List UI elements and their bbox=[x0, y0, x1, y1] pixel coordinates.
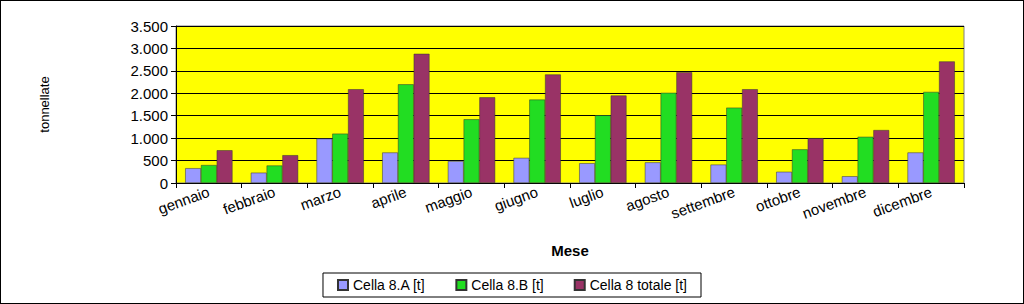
svg-text:gennaio: gennaio bbox=[156, 183, 212, 217]
svg-text:2.000: 2.000 bbox=[130, 85, 168, 102]
svg-text:marzo: marzo bbox=[298, 183, 343, 213]
svg-text:3.500: 3.500 bbox=[130, 18, 168, 35]
svg-text:giugno: giugno bbox=[492, 183, 540, 214]
svg-text:novembre: novembre bbox=[800, 183, 868, 222]
svg-text:Cella 8 totale [t]: Cella 8 totale [t] bbox=[590, 277, 687, 293]
svg-text:luglio: luglio bbox=[567, 183, 606, 211]
svg-text:3.000: 3.000 bbox=[130, 40, 168, 57]
svg-text:ottobre: ottobre bbox=[753, 183, 803, 215]
svg-text:dicembre: dicembre bbox=[870, 183, 934, 220]
svg-text:agosto: agosto bbox=[623, 183, 671, 214]
svg-text:tonnellate: tonnellate bbox=[37, 76, 52, 132]
svg-text:2.500: 2.500 bbox=[130, 62, 168, 79]
svg-text:1.500: 1.500 bbox=[130, 107, 168, 124]
svg-text:maggio: maggio bbox=[422, 183, 474, 216]
svg-text:Cella 8.A [t]: Cella 8.A [t] bbox=[353, 277, 425, 293]
svg-text:0: 0 bbox=[160, 175, 168, 192]
svg-text:settembre: settembre bbox=[669, 183, 737, 222]
svg-text:aprile: aprile bbox=[368, 183, 408, 212]
svg-text:Mese: Mese bbox=[551, 242, 589, 259]
svg-text:Cella 8.B [t]: Cella 8.B [t] bbox=[471, 277, 543, 293]
svg-text:1.000: 1.000 bbox=[130, 130, 168, 147]
svg-text:500: 500 bbox=[143, 152, 168, 169]
svg-text:febbraio: febbraio bbox=[221, 183, 278, 218]
